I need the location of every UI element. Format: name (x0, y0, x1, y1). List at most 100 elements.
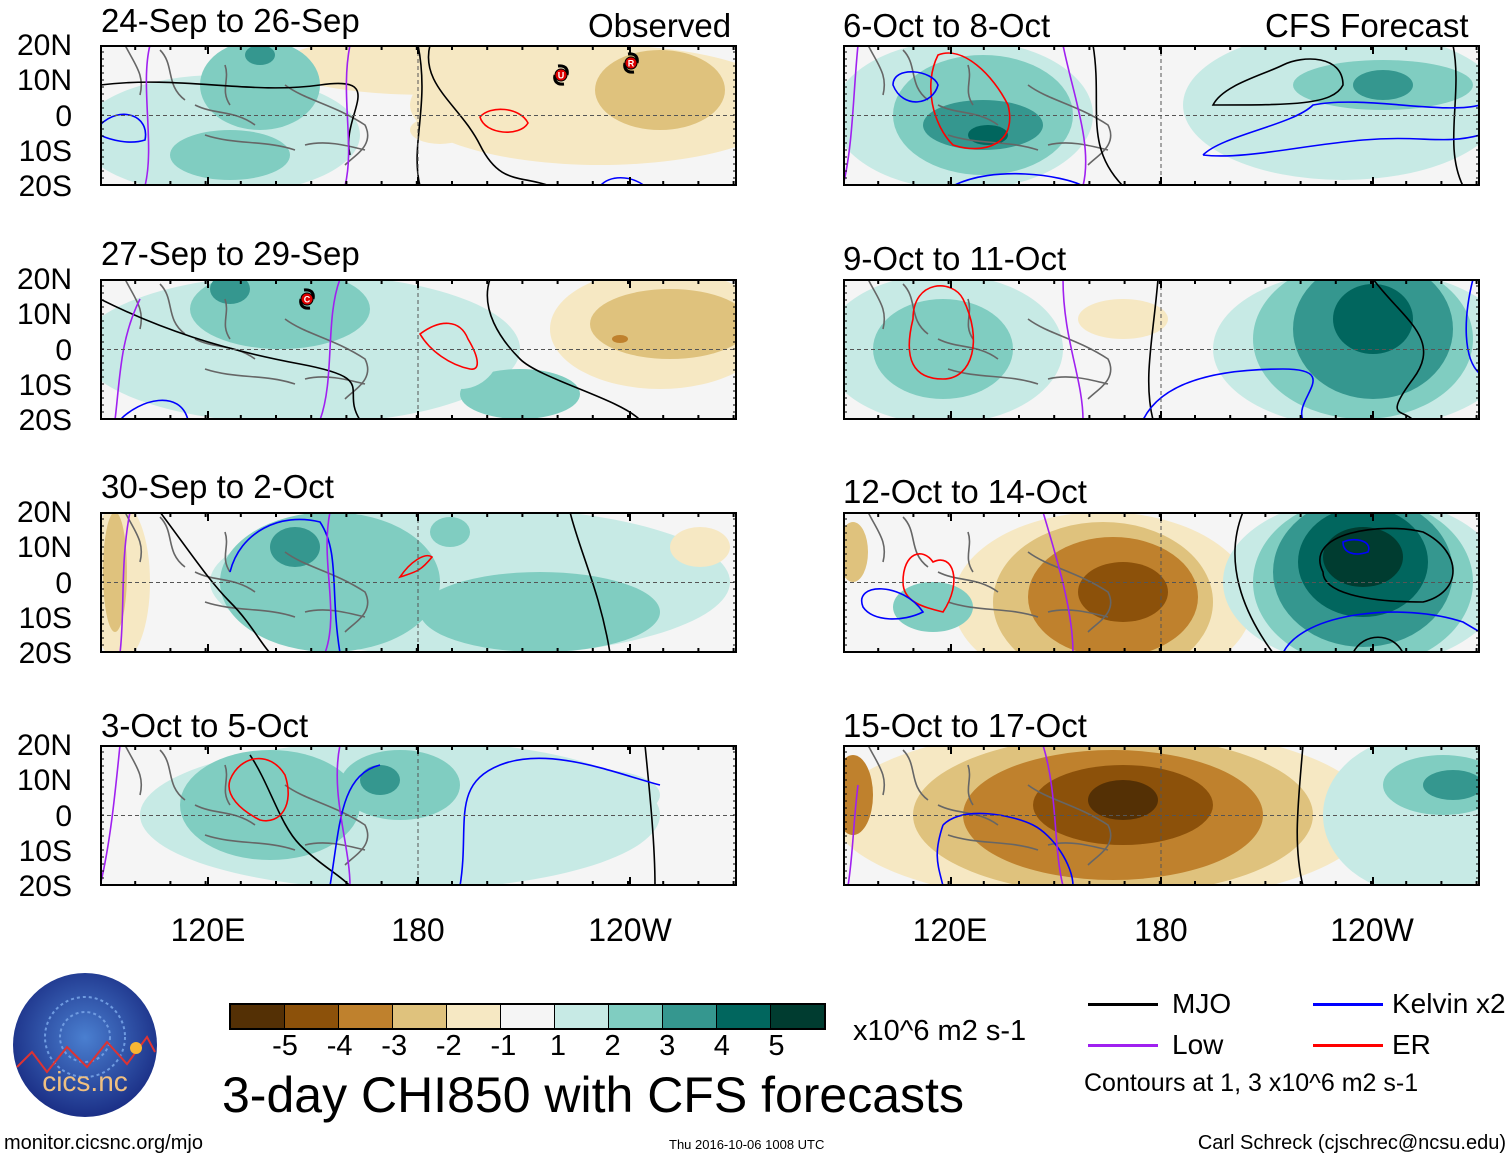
colorbar-swatch (609, 1005, 663, 1028)
map-plot (843, 45, 1480, 186)
wave-contour (952, 172, 1084, 186)
wave-contour (1062, 45, 1087, 186)
wave-contour (1202, 101, 1480, 157)
wave-contour (1342, 538, 1370, 555)
wave-contour (569, 512, 611, 653)
lat-tick-label: 20S (18, 404, 72, 438)
wave-contour (486, 279, 641, 420)
coastline (867, 45, 1112, 166)
lat-tick-label: 10N (16, 298, 72, 332)
wave-contour (1062, 279, 1084, 420)
lat-tick-label: 20N (16, 263, 72, 296)
wave-contour (228, 757, 289, 822)
wave-contour (100, 298, 361, 420)
coastline (867, 745, 1112, 866)
tropical-cyclone-icon: R (623, 52, 639, 74)
colorbar-swatch (501, 1005, 555, 1028)
svg-text:C: C (304, 295, 311, 305)
chi850-anomaly-region (612, 335, 628, 343)
wave-contour (1042, 512, 1074, 653)
colorbar (229, 1003, 826, 1030)
chi850-anomaly-region (180, 750, 360, 860)
wave-contour (1147, 279, 1159, 420)
svg-text:R: R (628, 59, 635, 69)
chi850-anomaly-region (923, 100, 1043, 150)
lat-tick-label: 10S (18, 368, 72, 402)
map-panel-forecast-2 (843, 279, 1480, 420)
figure-title: 3-day CHI850 with CFS forecasts (222, 1067, 964, 1123)
lon-tick-label: 180 (1134, 912, 1188, 948)
map-plot (100, 512, 737, 653)
chi850-anomaly-region (1353, 70, 1413, 100)
wave-contour (1319, 527, 1454, 603)
lat-tick-label: 20S (18, 637, 72, 671)
wave-contour (344, 45, 351, 186)
chi850-anomaly-region (1088, 780, 1158, 820)
wave-contour (860, 588, 925, 620)
chi850-anomaly-region (270, 527, 320, 567)
legend-label-mjo: MJO (1172, 988, 1232, 1019)
panel-title: 24-Sep to 26-Sep (101, 2, 360, 39)
map-panel-forecast-3 (843, 512, 1480, 653)
map-panel-observed-4 (100, 745, 737, 886)
chi850-anomaly-region (340, 750, 460, 820)
panel-title: 27-Sep to 29-Sep (101, 235, 360, 272)
lat-tick-label: 20S (18, 170, 72, 204)
colorbar-swatch (555, 1005, 609, 1028)
chi850-anomaly-region (893, 582, 973, 632)
observed-label: Observed (588, 7, 732, 44)
colorbar-tick-label: 1 (549, 1030, 567, 1062)
wave-contour (114, 298, 141, 420)
panel-title: 9-Oct to 11-Oct (843, 240, 1067, 277)
chi850-anomaly-region (1333, 284, 1413, 354)
colorbar-tick-label: 2 (604, 1030, 621, 1062)
legend-label-low: Low (1172, 1029, 1224, 1060)
footer-timestamp: Thu 2016-10-06 1008 UTC (669, 1137, 825, 1152)
chi850-anomaly-region (590, 289, 737, 359)
wave-contour (1465, 279, 1480, 375)
lat-tick-label: 10N (16, 764, 72, 798)
footer-url[interactable]: monitor.cicsnc.org/mjo (4, 1132, 203, 1154)
wave-contour (847, 784, 859, 886)
chi850-anomaly-region (170, 130, 290, 180)
map-panel-forecast-4 (843, 745, 1480, 886)
wave-contour (119, 512, 131, 653)
chi850-anomaly-region (1078, 299, 1168, 339)
wave-contour (1452, 45, 1464, 186)
footer-credit: Carl Schreck (cjschrec@ncsu.edu) (1197, 1132, 1506, 1154)
lat-tick-label: 20N (16, 729, 72, 762)
tropical-cyclone-icon: C (299, 288, 315, 310)
chi850-anomaly-region (460, 369, 580, 419)
contours-note: Contours at 1, 3 x10^6 m2 s-1 (1084, 1069, 1419, 1097)
colorbar-tick-label: -3 (381, 1030, 408, 1062)
map-plot: UR (100, 45, 737, 186)
lat-tick-label: 20N (16, 29, 72, 62)
colorbar-tick-label: 3 (659, 1030, 676, 1062)
lat-tick-label: 10S (18, 834, 72, 868)
wave-contour (229, 518, 341, 653)
chi850-anomaly-region (103, 512, 127, 632)
wave-contour (1092, 45, 1124, 186)
svg-text:U: U (558, 71, 565, 81)
lat-tick-label: 10N (16, 531, 72, 565)
coastline (124, 45, 369, 166)
chi850-anomaly-region (968, 125, 1008, 145)
legend-swatch-low (1088, 1044, 1158, 1047)
chi850-anomaly-region (595, 50, 725, 130)
chi850-anomaly-region (670, 527, 730, 567)
colorbar-swatch (663, 1005, 717, 1028)
wave-contour (1352, 636, 1404, 653)
legend-swatch-kelvin (1313, 1003, 1383, 1006)
panel-title: 15-Oct to 17-Oct (843, 707, 1087, 744)
wave-contour (119, 399, 189, 420)
wave-contour (599, 176, 646, 186)
wave-contour (892, 71, 939, 103)
chi850-anomaly-region (210, 279, 250, 304)
lat-tick-label: 0 (55, 799, 72, 833)
chi850-anomaly-region (843, 522, 868, 582)
colorbar-swatch (771, 1005, 824, 1028)
lat-tick-label: 10S (18, 134, 72, 168)
colorbar-tick-label: 5 (768, 1030, 785, 1062)
lon-tick-label: 180 (391, 912, 445, 948)
